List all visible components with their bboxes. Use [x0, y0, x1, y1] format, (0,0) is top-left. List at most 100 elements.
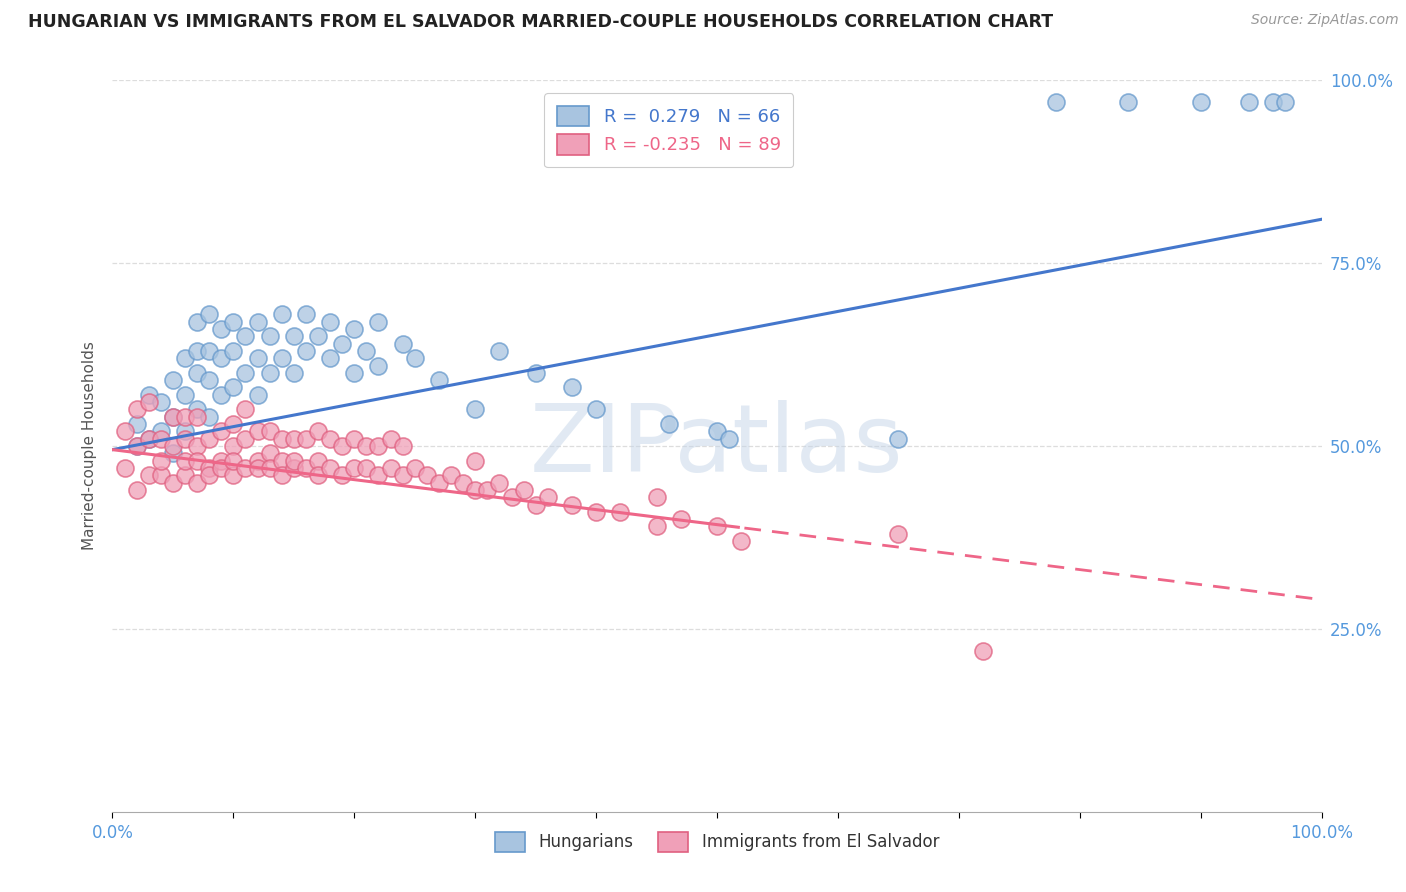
Point [209, 461, 232, 475]
Point [524, 366, 547, 380]
Point [404, 461, 426, 475]
Point [174, 432, 197, 446]
Point [658, 417, 681, 431]
Point [283, 329, 305, 343]
Point [367, 359, 389, 373]
Point [887, 526, 910, 541]
Point [209, 453, 232, 467]
Point [235, 366, 257, 380]
Point [198, 409, 221, 424]
Point [524, 498, 547, 512]
Point [186, 453, 208, 467]
Point [174, 425, 197, 439]
Point [209, 351, 232, 366]
Point [404, 351, 426, 366]
Point [380, 461, 402, 475]
Text: HUNGARIAN VS IMMIGRANTS FROM EL SALVADOR MARRIED-COUPLE HOUSEHOLDS CORRELATION C: HUNGARIAN VS IMMIGRANTS FROM EL SALVADOR… [28, 13, 1053, 31]
Point [246, 315, 269, 329]
Point [270, 351, 292, 366]
Point [427, 373, 450, 387]
Point [186, 409, 208, 424]
Point [887, 432, 910, 446]
Point [295, 432, 318, 446]
Point [198, 373, 221, 387]
Point [343, 461, 366, 475]
Point [343, 322, 366, 336]
Point [198, 307, 221, 321]
Point [138, 432, 160, 446]
Point [186, 366, 208, 380]
Point [174, 453, 197, 467]
Point [669, 512, 692, 526]
Point [259, 366, 281, 380]
Point [972, 644, 994, 658]
Point [246, 351, 269, 366]
Point [138, 395, 160, 409]
Point [235, 432, 257, 446]
Point [270, 468, 292, 483]
Point [295, 343, 318, 358]
Point [138, 432, 160, 446]
Point [246, 453, 269, 467]
Point [125, 439, 148, 453]
Point [585, 505, 607, 519]
Y-axis label: Married-couple Households: Married-couple Households [82, 342, 97, 550]
Point [186, 439, 208, 453]
Point [125, 417, 148, 431]
Point [416, 468, 439, 483]
Point [706, 425, 728, 439]
Point [645, 490, 668, 504]
Point [114, 461, 136, 475]
Point [356, 461, 378, 475]
Point [235, 402, 257, 417]
Point [464, 453, 486, 467]
Point [209, 425, 232, 439]
Point [1263, 95, 1285, 110]
Point [367, 468, 389, 483]
Point [186, 475, 208, 490]
Point [307, 453, 329, 467]
Point [174, 468, 197, 483]
Point [561, 380, 583, 394]
Point [488, 475, 510, 490]
Point [162, 475, 184, 490]
Point [1274, 95, 1296, 110]
Point [440, 468, 463, 483]
Point [162, 373, 184, 387]
Point [162, 409, 184, 424]
Point [585, 402, 607, 417]
Point [186, 343, 208, 358]
Point [270, 307, 292, 321]
Point [246, 388, 269, 402]
Point [259, 425, 281, 439]
Point [367, 439, 389, 453]
Point [270, 432, 292, 446]
Point [125, 439, 148, 453]
Point [198, 461, 221, 475]
Point [222, 315, 245, 329]
Point [162, 439, 184, 453]
Point [138, 388, 160, 402]
Point [356, 439, 378, 453]
Point [259, 329, 281, 343]
Point [174, 351, 197, 366]
Point [283, 461, 305, 475]
Point [307, 425, 329, 439]
Point [464, 402, 486, 417]
Point [198, 468, 221, 483]
Text: Source: ZipAtlas.com: Source: ZipAtlas.com [1251, 13, 1399, 28]
Point [162, 409, 184, 424]
Point [259, 461, 281, 475]
Point [380, 432, 402, 446]
Point [114, 425, 136, 439]
Text: ZIPatlas: ZIPatlas [530, 400, 904, 492]
Point [162, 446, 184, 460]
Point [259, 446, 281, 460]
Point [307, 468, 329, 483]
Point [283, 366, 305, 380]
Point [319, 315, 342, 329]
Point [149, 432, 172, 446]
Point [209, 388, 232, 402]
Point [307, 329, 329, 343]
Point [319, 461, 342, 475]
